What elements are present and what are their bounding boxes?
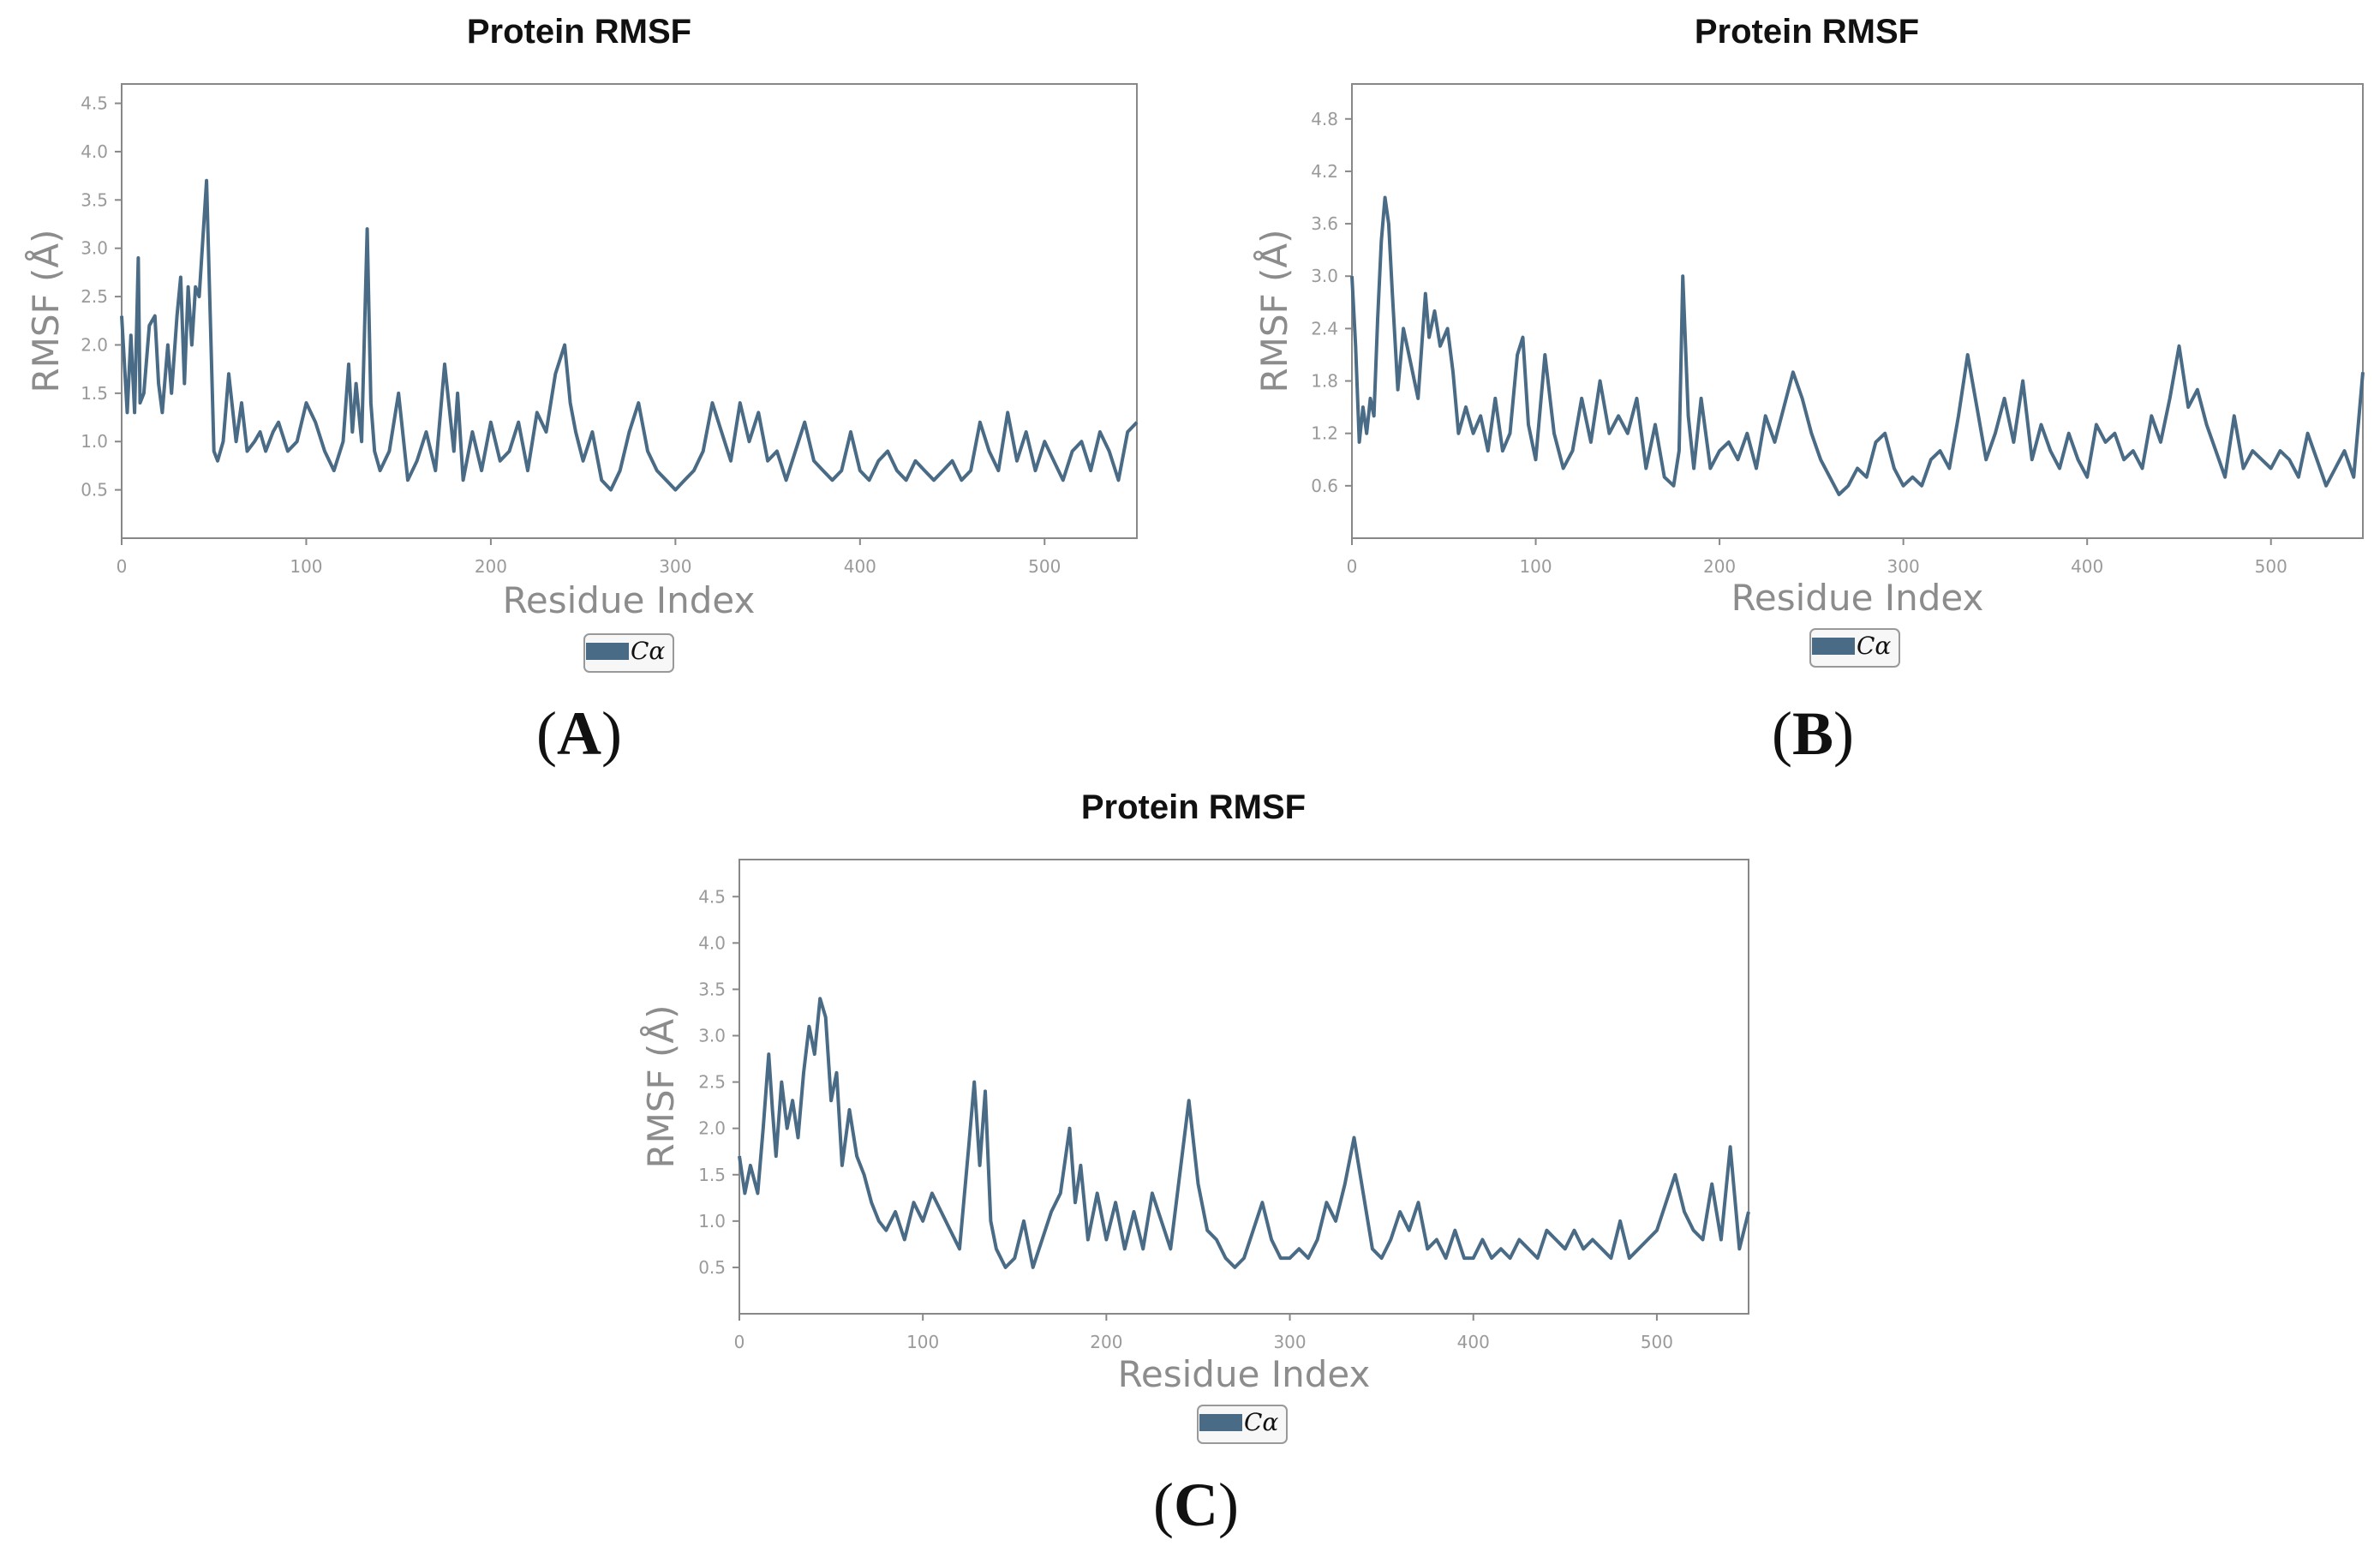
x-axis-label: Residue Index [1731,577,1984,619]
panel-letter: B [1792,699,1833,768]
y-tick-label: 2.5 [81,286,108,307]
panel-letter: A [557,699,601,768]
y-tick-label: 1.5 [698,1165,726,1185]
series-line-calpha [738,997,1750,1269]
y-tick-label: 1.2 [1311,423,1338,444]
chart-title: Protein RMSF [1081,788,1306,826]
y-tick-label: 2.0 [698,1118,726,1139]
y-tick-label: 0.5 [698,1257,726,1278]
y-tick-label: 2.0 [81,334,108,355]
y-axis-label: RMSF (Å) [24,229,67,392]
x-axis: 0 100 200 300 400 500 [1347,538,2287,577]
chart-title: Protein RMSF [467,13,691,51]
series-line-calpha [1350,195,2365,496]
panel-label: (A) [536,699,622,768]
y-tick-label: 2.5 [698,1072,726,1093]
x-tick-label: 100 [290,556,322,577]
x-tick-label: 300 [659,556,691,577]
legend: Cα [1197,1405,1288,1444]
panel-letter: C [1174,1471,1218,1539]
plot-frame [1351,83,2364,539]
y-tick-label: 1.0 [81,431,108,452]
legend-swatch [1812,638,1855,655]
series-line-calpha [120,178,1139,492]
y-tick-label: 4.2 [1311,161,1338,182]
x-tick-label: 100 [906,1332,939,1352]
y-tick-label: 4.0 [81,141,108,162]
x-tick-label: 500 [2255,556,2287,577]
legend-label: Cα [1857,632,1891,660]
plot-frame [739,859,1749,1315]
y-tick-label: 1.8 [1311,371,1338,392]
x-tick-label: 500 [1641,1332,1673,1352]
y-tick-label: 3.6 [1311,213,1338,234]
y-tick-label: 4.8 [1311,109,1338,129]
chart-title: Protein RMSF [1695,13,1919,51]
x-tick-label: 0 [734,1332,745,1352]
y-tick-label: 4.5 [81,93,108,114]
x-tick-label: 200 [475,556,507,577]
y-tick-label: 2.4 [1311,318,1338,339]
y-tick-label: 1.0 [698,1211,726,1231]
y-tick-label: 3.5 [81,189,108,210]
x-tick-label: 300 [1273,1332,1306,1352]
x-axis-label: Residue Index [503,579,756,621]
y-tick-label: 0.5 [81,480,108,500]
legend-label: Cα [1244,1408,1278,1436]
y-axis: 0.5 1.0 1.5 2.0 2.5 3.0 3.5 4.0 4.5 [81,93,122,500]
plot-frame [121,83,1138,539]
x-tick-label: 100 [1519,556,1552,577]
y-axis: 0.5 1.0 1.5 2.0 2.5 3.0 3.5 4.0 4.5 [698,886,739,1278]
x-axis: 0 100 200 300 400 500 [734,1314,1673,1352]
x-tick-label: 200 [1703,556,1736,577]
panel-a: Protein RMSF 0.5 1.0 1.5 2.0 2.5 3.0 3.5 4.0 4.5… [24,13,1139,768]
x-axis-label: Residue Index [1118,1353,1371,1395]
y-tick-label: 0.6 [1311,476,1338,496]
y-tick-label: 1.5 [81,383,108,404]
legend: Cα [1809,628,1900,668]
y-tick-label: 3.0 [81,238,108,259]
legend: Cα [583,633,674,673]
x-axis: 0 100 200 300 400 500 [117,538,1061,577]
y-axis: 0.6 1.2 1.8 2.4 3.0 3.6 4.2 4.8 [1311,109,1352,496]
legend-swatch [1199,1414,1242,1431]
y-axis-label: RMSF (Å) [1253,229,1295,392]
y-tick-label: 3.0 [1311,266,1338,286]
panel-label: (B) [1772,699,1854,768]
y-tick-label: 3.5 [698,979,726,999]
x-tick-label: 400 [2071,556,2103,577]
panel-label: (C) [1153,1471,1239,1539]
y-tick-label: 4.0 [698,932,726,953]
x-tick-label: 400 [1457,1332,1490,1352]
x-tick-label: 300 [1887,556,1920,577]
panel-b: Protein RMSF 0.6 1.2 1.8 2.4 3.0 3.6 4.2 4.8 0 1… [1253,13,2365,768]
legend-label: Cα [631,637,665,665]
x-tick-label: 400 [844,556,876,577]
x-tick-label: 500 [1028,556,1061,577]
y-tick-label: 4.5 [698,886,726,907]
x-tick-label: 200 [1090,1332,1122,1352]
x-tick-label: 0 [117,556,128,577]
panel-c: Protein RMSF 0.5 1.0 1.5 2.0 2.5 3.0 3.5 4.0 4.5… [639,788,1750,1539]
y-axis-label: RMSF (Å) [639,1004,682,1168]
y-tick-label: 3.0 [698,1026,726,1046]
x-tick-label: 0 [1347,556,1358,577]
legend-swatch [586,643,629,660]
